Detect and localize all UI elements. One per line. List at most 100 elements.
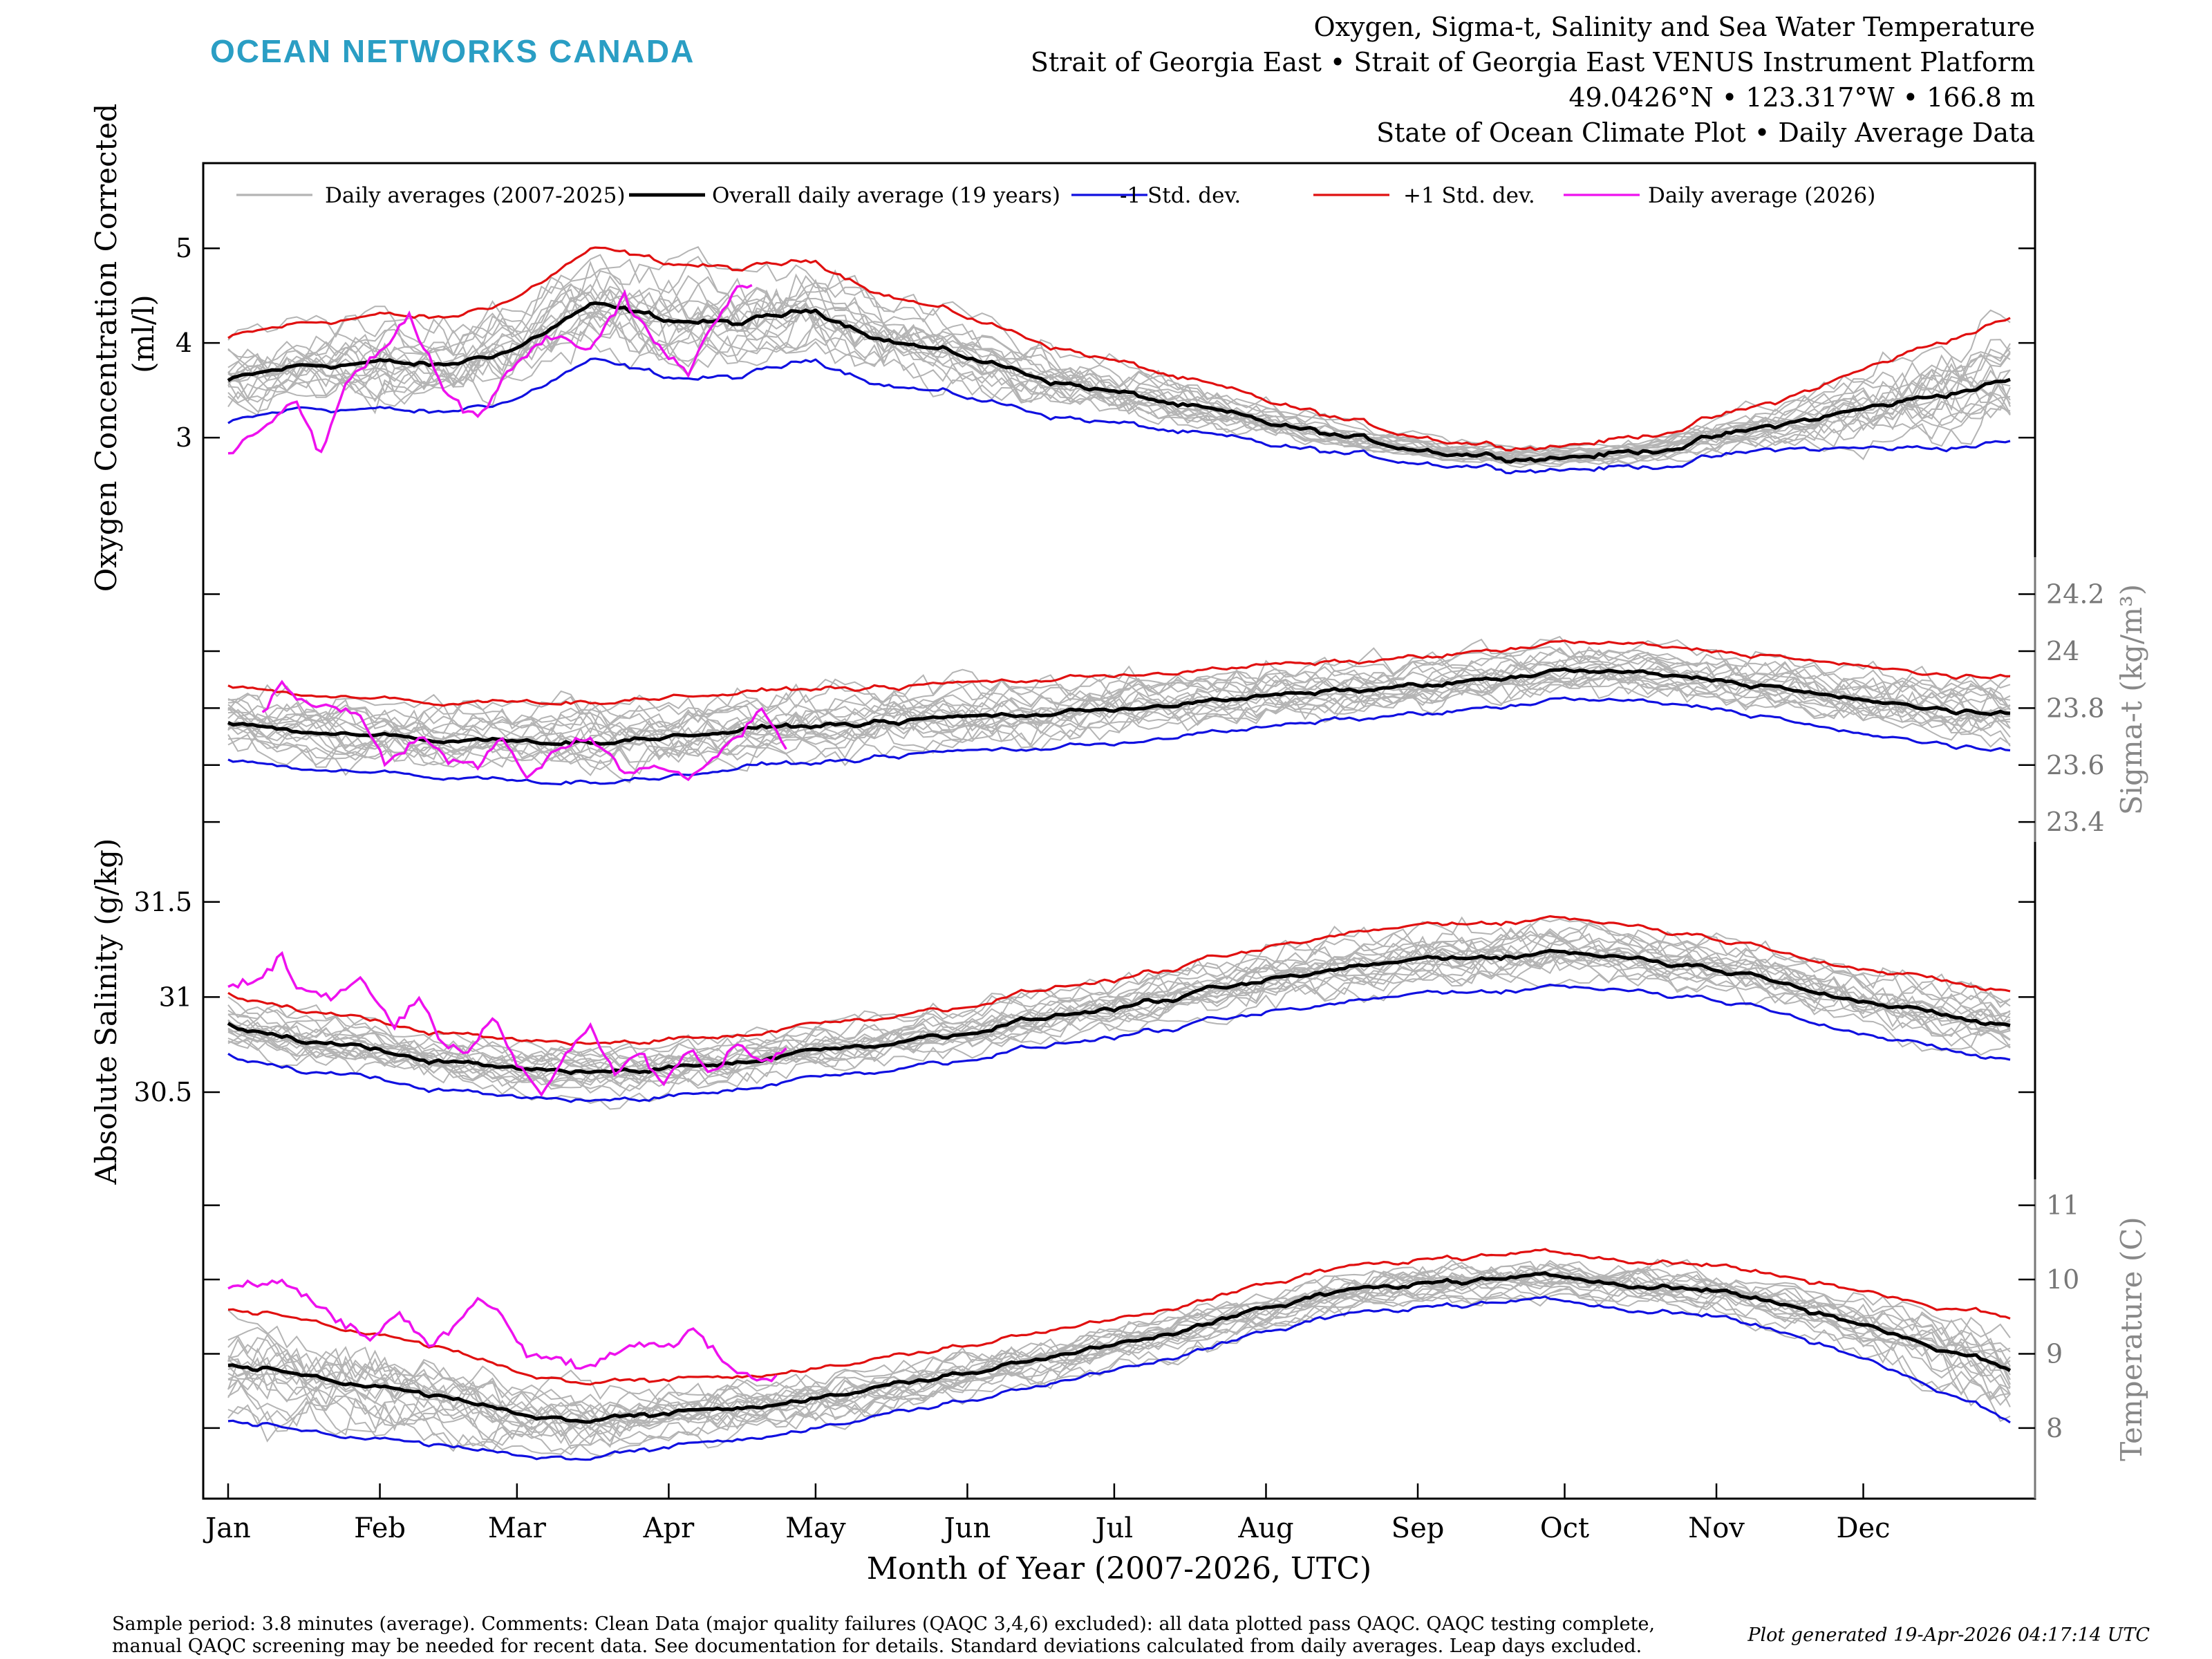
series-daily-averages-year-3 bbox=[227, 965, 2011, 1110]
x-tick-label-jun: Jun bbox=[941, 1512, 991, 1544]
y-axis-label-oxygen: Oxygen Concentration Corrected bbox=[89, 104, 123, 592]
series-plus-1-std-salinity bbox=[227, 915, 2011, 1047]
panel-temperature: 8 9 10 11 Temperature (C) bbox=[203, 1179, 2148, 1499]
legend-item-1: Daily averages (2007-2025) bbox=[236, 183, 626, 208]
series-daily-averages-year-12 bbox=[227, 939, 2011, 1089]
legend-label: -1 Std. dev. bbox=[1120, 183, 1241, 208]
series-overall-average-sigma_t bbox=[227, 667, 2011, 747]
series-daily-averages-year-6 bbox=[227, 916, 2011, 1062]
series-minus-1-std-sigma_t bbox=[227, 696, 2011, 786]
y-tick-label-temperature: 10 bbox=[2046, 1264, 2079, 1295]
series-2026-temperature bbox=[227, 1278, 778, 1382]
series-plus-1-std-temperature bbox=[227, 1248, 2011, 1386]
y-tick-label-sigma_t: 23.6 bbox=[2046, 750, 2105, 780]
series-daily-averages-year-19 bbox=[227, 650, 2011, 742]
y-tick-label-salinity: 31 bbox=[159, 982, 192, 1012]
panel-temperature-series bbox=[227, 1248, 2012, 1461]
x-tick-label-mar: Mar bbox=[488, 1512, 547, 1544]
series-daily-averages-year-18 bbox=[227, 1277, 2011, 1445]
x-tick-label-dec: Dec bbox=[1836, 1512, 1890, 1544]
footer-note-line2: manual QAQC screening may be needed for … bbox=[112, 1635, 1642, 1657]
plot-header: Oxygen, Sigma-t, Salinity and Sea Water … bbox=[1031, 12, 2035, 148]
x-tick-label-may: May bbox=[785, 1512, 846, 1544]
panels-layer: 3 4 5 Oxygen Concentration Corrected (ml/l) 2… bbox=[89, 104, 2148, 1499]
series-daily-averages-year-14 bbox=[227, 1259, 2011, 1421]
x-tick-label-jan: Jan bbox=[203, 1512, 251, 1544]
series-plus-1-std-sigma_t bbox=[227, 639, 2010, 707]
y-axis-oxygen: 3 4 5 Oxygen Concentration Corrected (ml/l) bbox=[89, 104, 2035, 592]
legend-label: +1 Std. dev. bbox=[1403, 183, 1535, 208]
series-daily-averages-year-17 bbox=[227, 930, 2011, 1071]
series-overall-average-oxygen bbox=[227, 301, 2011, 464]
legend-item-2: Overall daily average (19 years) bbox=[629, 183, 1060, 208]
y-axis-salinity: 30.5 31 31.5 Absolute Salinity (g/kg) bbox=[89, 838, 2035, 1185]
panel-salinity: 30.5 31 31.5 Absolute Salinity (g/kg) bbox=[89, 838, 2035, 1185]
footer-note-line1: Sample period: 3.8 minutes (average). Co… bbox=[112, 1613, 1655, 1635]
series-daily-averages-year-9 bbox=[227, 670, 2011, 760]
y-axis-label-unit-oxygen: (ml/l) bbox=[126, 294, 160, 373]
legend-item-3: -1 Std. dev. bbox=[1071, 183, 1241, 208]
header-plot-type: State of Ocean Climate Plot • Daily Aver… bbox=[1376, 118, 2035, 148]
x-axis: Jan Feb Mar Apr May Jun Jul Aug Sep Oct Nov Dec bbox=[203, 1483, 1891, 1544]
series-daily-averages-year-11 bbox=[227, 312, 2011, 465]
legend-item-4: +1 Std. dev. bbox=[1313, 183, 1535, 208]
panel-oxygen-series bbox=[227, 246, 2011, 475]
series-daily-averages-year-18 bbox=[227, 676, 2011, 771]
legend-label: Daily average (2026) bbox=[1648, 183, 1875, 208]
brand-logo-text: OCEAN NETWORKS CANADA bbox=[210, 33, 695, 69]
legend: Daily averages (2007-2025) Overall daily … bbox=[236, 183, 1875, 208]
x-tick-label-jul: Jul bbox=[1093, 1512, 1134, 1544]
header-location: Strait of Georgia East • Strait of Georg… bbox=[1031, 47, 2035, 77]
y-tick-label-sigma_t: 23.8 bbox=[2046, 693, 2105, 723]
series-daily-averages-year-2 bbox=[227, 654, 2011, 756]
series-minus-1-std-salinity bbox=[227, 983, 2011, 1103]
series-daily-averages-year-7 bbox=[227, 656, 2011, 751]
y-tick-label-sigma_t: 23.4 bbox=[2046, 807, 2105, 837]
series-daily-averages-year-18 bbox=[227, 947, 2011, 1090]
x-tick-label-aug: Aug bbox=[1237, 1512, 1293, 1544]
panel-sigma_t: 23.4 23.6 23.8 24 24.2 Sigma-t (kg/m³) bbox=[203, 557, 2148, 842]
legend-label: Overall daily average (19 years) bbox=[712, 183, 1060, 208]
series-daily-averages-year-19 bbox=[227, 1293, 2011, 1452]
y-tick-label-oxygen: 4 bbox=[176, 328, 192, 358]
legend-item-5: Daily average (2026) bbox=[1564, 183, 1875, 208]
y-axis-label-temperature: Temperature (C) bbox=[2115, 1217, 2148, 1461]
panel-oxygen: 3 4 5 Oxygen Concentration Corrected (ml/l) bbox=[89, 104, 2035, 592]
y-axis-label-sigma_t: Sigma-t (kg/m³) bbox=[2115, 584, 2148, 815]
y-axis-temperature: 8 9 10 11 Temperature (C) bbox=[203, 1179, 2148, 1499]
x-tick-label-oct: Oct bbox=[1540, 1512, 1589, 1544]
y-tick-label-salinity: 31.5 bbox=[133, 887, 192, 917]
footer: Sample period: 3.8 minutes (average). Co… bbox=[112, 1613, 2150, 1657]
series-overall-average-salinity bbox=[227, 948, 2011, 1076]
x-axis-label: Month of Year (2007-2026, UTC) bbox=[867, 1551, 1371, 1586]
header-coordinates: 49.0426°N • 123.317°W • 166.8 m bbox=[1568, 82, 2035, 113]
series-daily-averages-year-2 bbox=[227, 1284, 2011, 1457]
y-axis-label-salinity: Absolute Salinity (g/kg) bbox=[89, 838, 123, 1185]
series-daily-averages-year-16 bbox=[227, 279, 2011, 461]
series-overall-average-temperature bbox=[227, 1271, 2012, 1424]
x-tick-label-feb: Feb bbox=[354, 1512, 406, 1544]
y-tick-label-temperature: 9 bbox=[2046, 1338, 2063, 1369]
series-minus-1-std-oxygen bbox=[227, 357, 2011, 475]
series-daily-averages-year-17 bbox=[227, 1258, 2011, 1403]
series-2026-salinity bbox=[227, 950, 787, 1097]
footer-generated: Plot generated 19-Apr-2026 04:17:14 UTC bbox=[1747, 1624, 2150, 1646]
x-tick-label-apr: Apr bbox=[643, 1512, 695, 1544]
header-title: Oxygen, Sigma-t, Salinity and Sea Water … bbox=[1313, 12, 2035, 42]
legend-label: Daily averages (2007-2025) bbox=[325, 183, 626, 208]
panel-sigma_t-series bbox=[227, 635, 2011, 786]
x-tick-label-sep: Sep bbox=[1391, 1512, 1445, 1544]
y-axis-sigma_t: 23.4 23.6 23.8 24 24.2 Sigma-t (kg/m³) bbox=[203, 557, 2148, 842]
series-daily-averages-year-12 bbox=[227, 284, 2011, 458]
panel-salinity-series bbox=[227, 915, 2011, 1110]
x-tick-label-nov: Nov bbox=[1688, 1512, 1745, 1544]
series-plus-1-std-oxygen bbox=[227, 246, 2011, 452]
series-daily-averages-year-13 bbox=[227, 1285, 2011, 1456]
y-tick-label-sigma_t: 24 bbox=[2046, 636, 2079, 666]
series-2026-sigma_t bbox=[261, 679, 787, 782]
y-tick-label-oxygen: 5 bbox=[176, 233, 192, 263]
y-tick-label-salinity: 30.5 bbox=[133, 1077, 192, 1107]
y-tick-label-temperature: 11 bbox=[2046, 1190, 2079, 1221]
y-tick-label-temperature: 8 bbox=[2046, 1413, 2063, 1443]
